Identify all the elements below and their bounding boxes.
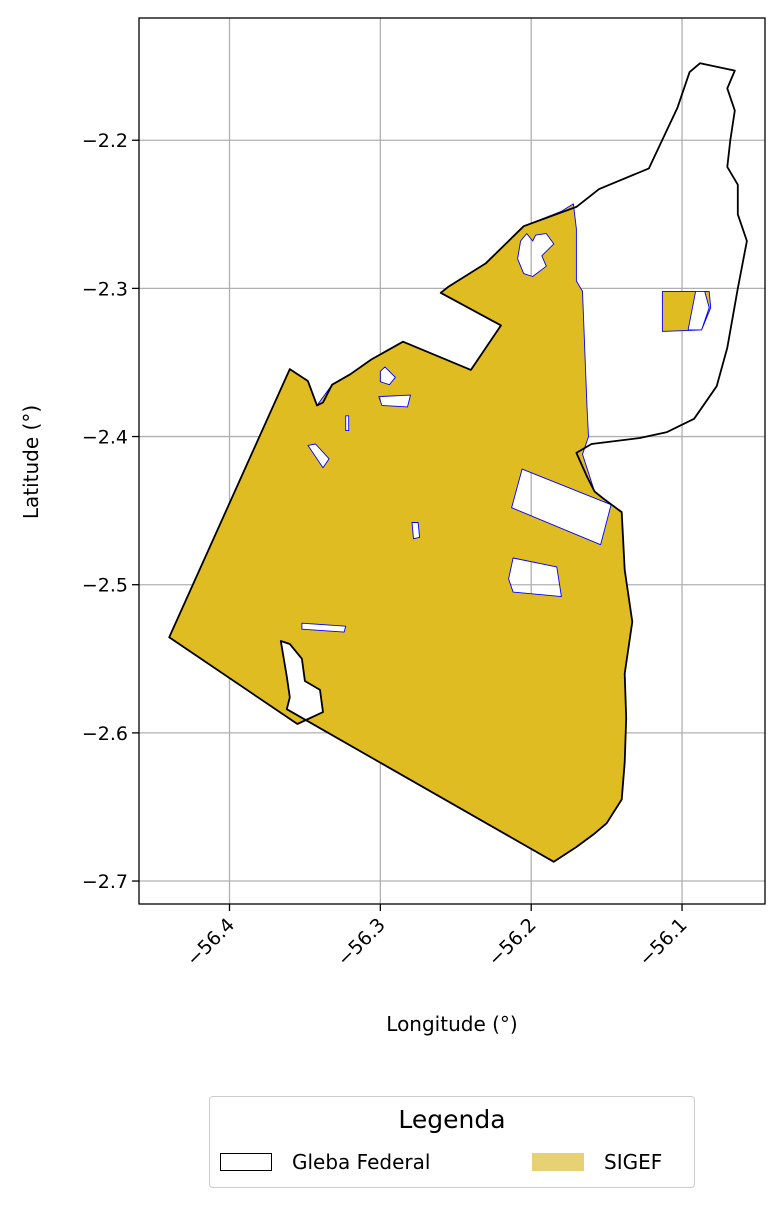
y-tick-label: −2.7 xyxy=(82,871,128,893)
y-tick-label: −2.2 xyxy=(82,130,128,152)
x-tick-label: −56.2 xyxy=(484,914,541,971)
map-shapes xyxy=(168,62,748,863)
x-tick-label: −56.3 xyxy=(333,914,390,971)
y-tick-label: −2.3 xyxy=(82,278,128,300)
y-tick-label: −2.6 xyxy=(82,723,128,745)
legend-swatch-outline xyxy=(220,1153,272,1171)
legend-item-sigef: SIGEF xyxy=(532,1149,662,1175)
legend-item-gleba-federal: Gleba Federal xyxy=(220,1149,430,1175)
plot-frame xyxy=(138,17,766,905)
legend-swatch-fill xyxy=(532,1153,584,1171)
x-tick-label: −56.4 xyxy=(182,914,239,971)
y-tick-label: −2.4 xyxy=(82,427,128,449)
x-axis-title: Longitude (°) xyxy=(386,1012,517,1036)
x-tick-label: −56.1 xyxy=(635,914,692,971)
legend: Legenda Gleba Federal SIGEF xyxy=(209,1096,695,1188)
legend-label: Gleba Federal xyxy=(292,1150,431,1174)
sigef-polygon xyxy=(661,290,712,332)
y-axis-title: Latitude (°) xyxy=(19,405,43,519)
gleba-federal-outline xyxy=(168,62,748,863)
legend-label: SIGEF xyxy=(604,1150,663,1174)
legend-title: Legenda xyxy=(398,1105,506,1134)
sigef-polygon xyxy=(168,203,633,863)
y-tick-label: −2.5 xyxy=(82,575,128,597)
